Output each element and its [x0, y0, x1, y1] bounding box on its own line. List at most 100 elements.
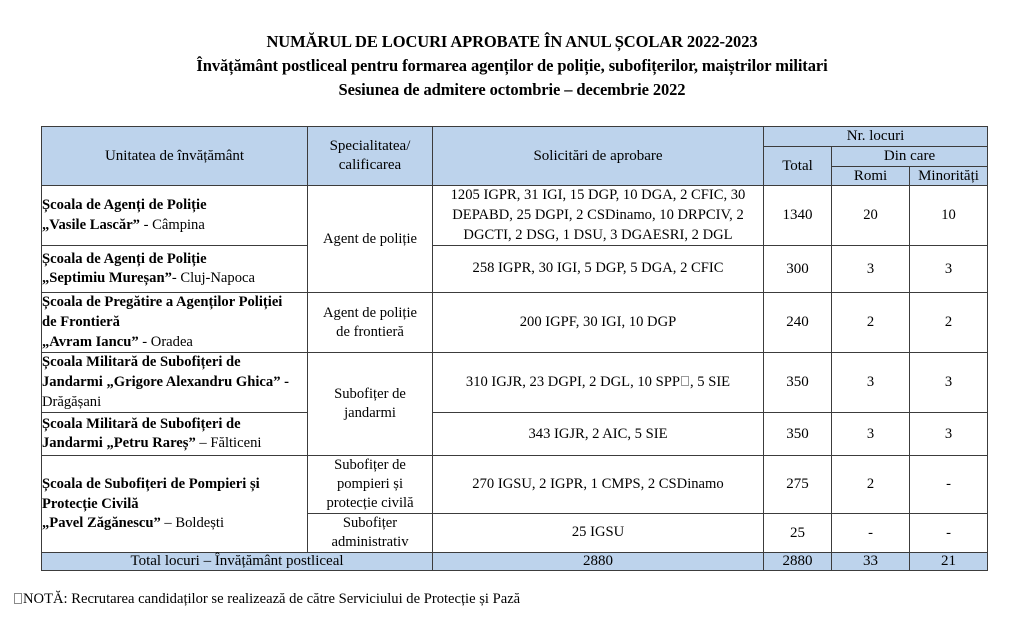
table-header-row-1: Unitatea de învățământ Specialitatea/ ca… — [41, 125, 988, 187]
cell-unit-name: Școala de Pregătire a Agenților Poliției… — [41, 292, 308, 354]
cell-minorities: 2 — [909, 292, 988, 354]
unit-name-quoted: „Vasile Lascăr” — [42, 216, 140, 233]
cell-minorities: 3 — [909, 245, 988, 294]
cell-unit-name: Școala Militară de Subofițeri de Jandarm… — [41, 352, 308, 414]
unit-name-primary-line-2: Jandarmi „Grigore Alexandru Ghica” - — [42, 374, 290, 391]
specialty-line-3: protecție civilă — [326, 495, 414, 512]
unit-name-city: - Cluj-Napoca — [171, 270, 255, 287]
cell-roma: 2 — [831, 292, 910, 354]
table-row: Școala de Pregătire a Agenților Poliției… — [41, 292, 988, 354]
cell-roma: 3 — [831, 412, 910, 457]
cell-specialty: Subofițer de jandarmi — [307, 352, 433, 457]
specialty-line-1: Subofițer — [342, 515, 398, 532]
column-header-specialty-line-1: Specialitatea/ — [329, 138, 411, 155]
specialty-line-1: Subofițer de — [334, 386, 406, 403]
cell-unit-name: Școala de Agenți de Poliție „Vasile Lasc… — [41, 185, 308, 247]
unit-name-city: – Fălticeni — [195, 435, 262, 452]
column-header-specialty: Specialitatea/ calificarea — [307, 125, 433, 187]
column-header-requests: Solicitări de aprobare — [432, 125, 764, 187]
total-row-requests: 2880 — [432, 552, 764, 572]
unit-name-city: Drăgășani — [42, 393, 102, 410]
document-title-block: NUMĂRUL DE LOCURI APROBATE ÎN ANUL ȘCOLA… — [0, 30, 1024, 102]
column-header-minorities: Minorități — [909, 165, 988, 187]
unit-name-primary-line-2: de Frontieră — [42, 314, 120, 330]
places-table: Unitatea de învățământ Specialitatea/ ca… — [41, 125, 988, 572]
column-header-specialty-line-2: calificarea — [338, 157, 402, 174]
unit-name-primary-line-1: Școala Militară de Subofițeri de — [42, 354, 241, 371]
page-title-line-2: Învățământ postliceal pentru formarea ag… — [196, 56, 828, 76]
specialty-line-2: jandarmi — [344, 405, 396, 422]
table-row: Subofițer administrativ 25 IGSU 25 - - — [42, 513, 988, 554]
cell-total: 275 — [763, 455, 832, 515]
unit-name-primary-line-2: Jandarmi „Petru Rareș” — [42, 435, 196, 452]
cell-total: 300 — [763, 245, 832, 294]
specialty-line-2: pompieri și — [336, 476, 404, 493]
column-header-unit: Unitatea de învățământ — [41, 125, 308, 187]
cell-roma: 3 — [831, 245, 910, 294]
page-title-line-3: Sesiunea de admitere octombrie – decembr… — [338, 80, 686, 100]
cell-minorities: 10 — [909, 185, 988, 247]
cell-minorities: - — [909, 455, 988, 515]
missing-glyph-icon — [14, 593, 22, 604]
missing-glyph-icon — [680, 376, 689, 387]
unit-name-city: – Boldești — [160, 515, 225, 532]
footnote-text: NOTĂ: Recrutarea candidaților se realize… — [23, 591, 521, 607]
cell-total: 240 — [763, 292, 832, 354]
total-row-total: 2880 — [763, 552, 832, 572]
requests-text-pre: 310 IGJR, 23 DGPI, 2 DGL, 10 SPP — [465, 374, 680, 391]
table-row: Școala de Agenți de Poliție „Vasile Lasc… — [41, 185, 988, 294]
cell-roma: 2 — [831, 455, 910, 515]
cell-total: 1340 — [763, 185, 832, 247]
cell-minorities: 3 — [909, 412, 988, 457]
cell-total: 350 — [763, 352, 832, 414]
cell-requests: 258 IGPR, 30 IGI, 5 DGP, 5 DGA, 2 CFIC — [432, 245, 764, 294]
cell-specialty: Subofițer de pompieri și protecție civil… — [307, 455, 433, 515]
cell-roma: - — [831, 513, 910, 554]
places-table-container: Unitatea de învățământ Specialitatea/ ca… — [41, 125, 988, 572]
cell-specialty: Subofițer administrativ — [307, 513, 433, 554]
cell-specialty: Agent de poliție de frontieră — [307, 292, 433, 354]
unit-name-primary-line-1: Școala de Subofițeri de Pompieri și — [42, 475, 260, 492]
cell-roma: 20 — [831, 185, 910, 247]
cell-requests: 1205 IGPR, 31 IGI, 15 DGP, 10 DGA, 2 CFI… — [432, 185, 764, 247]
specialty-line-2: de frontieră — [336, 323, 404, 340]
cell-unit-name: Școala Militară de Subofițeri de Jandarm… — [41, 412, 308, 457]
unit-name-primary: Școala de Agenți de Poliție — [42, 250, 207, 267]
cell-total: 350 — [763, 412, 832, 457]
unit-name-quoted: „Pavel Zăgănescu” — [42, 515, 161, 532]
column-header-roma: Romi — [831, 165, 910, 187]
table-row: Școala Militară de Subofițeri de Jandarm… — [41, 412, 988, 457]
footnote: NOTĂ: Recrutarea candidaților se realize… — [14, 590, 520, 609]
cell-requests: 25 IGSU — [432, 513, 764, 554]
cell-unit-name: Școala de Agenți de Poliție „Septimiu Mu… — [41, 245, 308, 294]
total-row-roma: 33 — [831, 552, 910, 572]
table-row: Școala de Subofițeri de Pompieri și Prot… — [41, 455, 988, 554]
cell-roma: 3 — [831, 352, 910, 414]
unit-name-quoted: „Avram Iancu” — [42, 333, 139, 350]
unit-name-primary-line-1: Școala Militară de Subofițeri de — [42, 415, 241, 432]
table-total-row: Total locuri – Învățământ postliceal 288… — [41, 552, 988, 572]
cell-requests: 343 IGJR, 2 AIC, 5 SIE — [432, 412, 764, 457]
unit-name-city: - Câmpina — [139, 216, 205, 233]
column-header-places-group: Nr. locuri — [763, 126, 988, 147]
unit-name-primary-line-2: Protecție Civilă — [42, 495, 139, 512]
column-header-total: Total — [763, 145, 832, 187]
table-header-row-2: Total Din care — [42, 145, 988, 187]
cell-requests: 310 IGJR, 23 DGPI, 2 DGL, 10 SPP , 5 SIE — [432, 352, 764, 414]
cell-requests: 200 IGPF, 30 IGI, 10 DGP — [432, 292, 764, 354]
cell-minorities: 3 — [909, 352, 988, 414]
total-row-minorities: 21 — [909, 552, 988, 572]
table-row: Școala de Agenți de Poliție „Septimiu Mu… — [41, 245, 988, 294]
table-head: Unitatea de învățământ Specialitatea/ ca… — [41, 125, 988, 187]
unit-name-city: - Oradea — [138, 333, 193, 350]
column-header-of-which: Din care — [831, 145, 988, 167]
cell-total: 25 — [763, 513, 832, 554]
cell-unit-name: Școala de Subofițeri de Pompieri și Prot… — [41, 455, 308, 554]
requests-text-post: , 5 SIE — [689, 374, 731, 391]
cell-minorities: - — [909, 513, 988, 554]
table-row: Școala Militară de Subofițeri de Jandarm… — [41, 352, 988, 457]
page-title-line-1: NUMĂRUL DE LOCURI APROBATE ÎN ANUL ȘCOLA… — [266, 32, 758, 51]
specialty-line-2: administrativ — [331, 534, 409, 551]
cell-specialty: Agent de poliție — [307, 185, 433, 294]
